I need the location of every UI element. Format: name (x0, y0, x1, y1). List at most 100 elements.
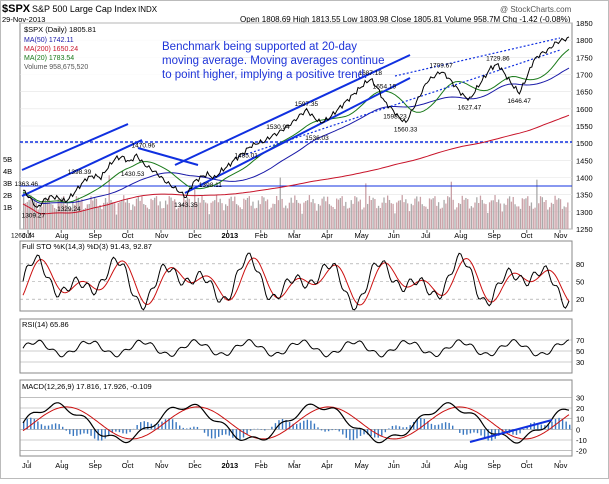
price-label: 1530.94 (266, 124, 290, 131)
volume-bar (343, 206, 344, 229)
price-label: 1598.23 (383, 114, 407, 121)
price-label: 1646.47 (507, 98, 531, 105)
annotation-box: Benchmark being supported at 20-day movi… (162, 40, 392, 95)
volume-bar (267, 199, 268, 229)
oscillator-tick-label: -10 (576, 436, 587, 445)
macd-histogram-bar (569, 425, 570, 430)
month-label: Feb (255, 231, 268, 240)
volume-bar (312, 199, 313, 229)
macd-histogram-bar (477, 429, 478, 433)
volume-bar (567, 202, 568, 229)
volume-bar (320, 206, 321, 229)
macd-histogram-bar (97, 429, 98, 440)
volume-bar (221, 203, 222, 229)
volume-bar (121, 200, 122, 229)
volume-bar (487, 213, 488, 229)
legend-ma20: MA(20) 1783.54 (24, 55, 74, 62)
volume-bar (103, 203, 104, 229)
volume-bar (463, 200, 464, 229)
volume-bar (99, 205, 100, 229)
month-label: May (355, 461, 369, 470)
volume-bar (489, 202, 490, 229)
volume-bar (429, 198, 430, 229)
month-label: Jul (421, 461, 431, 470)
volume-bar (165, 201, 166, 229)
macd-histogram-bar (211, 429, 212, 438)
volume-bar (436, 206, 437, 229)
volume-bar (549, 207, 550, 229)
macd-histogram-bar (339, 429, 340, 431)
volume-bar (54, 208, 55, 229)
volume-bar (309, 195, 310, 229)
oscillator-tick-label: 0 (576, 425, 580, 434)
volume-bar (276, 196, 277, 229)
volume-bar (154, 198, 155, 229)
volume-bar (378, 206, 379, 229)
volume-bar (458, 203, 459, 229)
macd-title: MACD(12,26,9) 17.816, 17.926, -0.109 (22, 382, 152, 391)
month-label: Aug (454, 461, 467, 470)
price-label: 1329.24 (57, 206, 81, 213)
volume-bar (58, 199, 59, 229)
volume-bar (316, 211, 317, 229)
macd-histogram-bar (441, 423, 442, 429)
price-tick-label: 1700 (576, 71, 593, 80)
volume-bar (382, 203, 383, 229)
volume-bar (443, 200, 444, 229)
macd-histogram-bar (264, 429, 265, 430)
month-label: Jul (22, 461, 32, 470)
volume-bar (59, 200, 60, 229)
volume-bar (149, 209, 150, 229)
volume-bar (245, 200, 246, 229)
volume-bar (478, 203, 479, 229)
volume-bar (542, 197, 543, 229)
volume-bar (109, 175, 110, 229)
macd-histogram-bar (271, 427, 272, 430)
volume-bar (342, 196, 343, 229)
volume-tick-label: 5B (3, 155, 12, 164)
macd-histogram-bar (147, 422, 148, 429)
volume-bar (92, 200, 93, 229)
volume-bar (473, 208, 474, 229)
volume-bar (402, 195, 403, 229)
price-label: 1398.39 (68, 169, 92, 176)
volume-bar (314, 203, 315, 229)
volume-bar (125, 202, 126, 229)
volume-bar (409, 211, 410, 229)
macd-histogram-bar (562, 419, 563, 430)
volume-bar (520, 209, 521, 229)
volume-bar (291, 198, 292, 229)
volume-bar (105, 198, 106, 229)
macd-histogram-bar (250, 429, 251, 430)
macd-histogram-bar (356, 429, 357, 438)
volume-bar (456, 207, 457, 229)
volume-bar (278, 200, 279, 229)
volume-bar (507, 199, 508, 229)
volume-bar (183, 196, 184, 229)
volume-bar (562, 209, 563, 229)
volume-bar (538, 203, 539, 229)
macd-histogram-bar (193, 427, 194, 430)
volume-bar (349, 208, 350, 229)
volume-bar (247, 198, 248, 229)
volume-bar (518, 206, 519, 229)
volume-bar (47, 201, 48, 229)
volume-bar (272, 204, 273, 229)
macd-histogram-bar (69, 429, 70, 434)
volume-bar (79, 201, 80, 229)
macd-histogram-bar (122, 429, 123, 433)
macd-histogram-bar (218, 429, 219, 437)
volume-bar (491, 200, 492, 229)
legend-ma200: MA(200) 1650.24 (24, 46, 78, 53)
volume-bar (480, 196, 481, 229)
volume-bar (260, 204, 261, 229)
price-label: 1343.35 (174, 202, 198, 209)
volume-bar (141, 196, 142, 229)
macd-histogram-bar (353, 429, 354, 440)
macd-histogram-bar (197, 427, 198, 429)
macd-histogram-bar (204, 429, 205, 432)
macd-histogram-bar (360, 429, 361, 436)
oscillator-tick-label: -20 (576, 447, 587, 456)
oscillator-tick-label: 20 (576, 295, 584, 304)
volume-bar (156, 196, 157, 229)
